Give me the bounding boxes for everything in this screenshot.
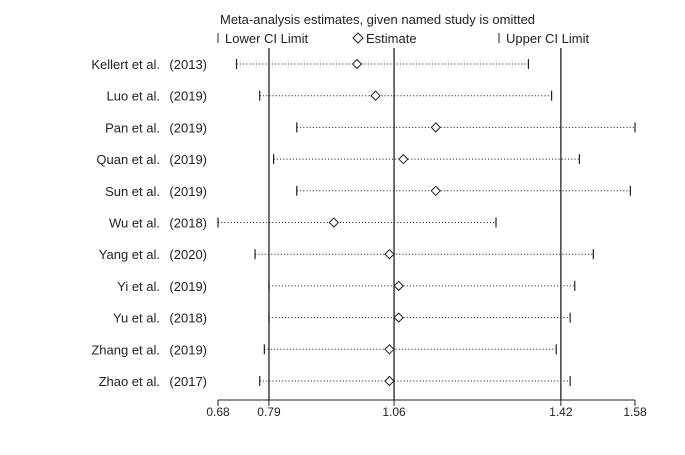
study-year: (2020): [169, 247, 207, 262]
study-name: Zhao et al.: [99, 374, 160, 389]
study-name: Yi et al.: [117, 279, 160, 294]
study-year: (2019): [169, 279, 207, 294]
study-year: (2019): [169, 120, 207, 135]
study-name: Quan et al.: [96, 152, 160, 167]
legend-lower-label: Lower CI Limit: [225, 31, 308, 46]
study-name: Yu et al.: [113, 311, 160, 326]
x-tick-label: 1.58: [623, 405, 647, 419]
plot-area: 0.68 0.79 1.06 1.42 1.58 Kellert et al. (2013)…: [91, 48, 647, 419]
estimate-marker: [430, 185, 441, 197]
x-tick-label: 0.68: [206, 405, 230, 419]
legend-estimate-label: Estimate: [366, 31, 417, 46]
study-year: (2018): [169, 311, 207, 326]
estimate-marker: [370, 90, 381, 101]
legend-upper-label: Upper CI Limit: [506, 31, 589, 46]
study-year: (2019): [169, 342, 207, 357]
estimate-marker: [398, 153, 409, 165]
study-year: (2019): [169, 152, 207, 167]
legend-estimate-marker: [352, 32, 364, 44]
study-name: Pan et al.: [105, 120, 160, 135]
legend: Lower CI Limit Estimate Upper CI Limit: [217, 31, 589, 46]
estimate-marker: [328, 217, 340, 228]
estimate-marker: [393, 312, 404, 323]
study-year: (2019): [169, 184, 207, 199]
study-name: Zhang et al.: [91, 342, 160, 357]
study-name: Sun et al.: [105, 184, 160, 199]
x-tick-label: 1.42: [549, 405, 573, 419]
chart-title: Meta-analysis estimates, given named stu…: [220, 12, 535, 27]
study-year: (2018): [169, 216, 207, 231]
study-name: Luo et al.: [107, 89, 161, 104]
study-year: (2019): [169, 89, 207, 104]
estimate-marker: [430, 122, 441, 133]
x-tick-label: 1.06: [382, 405, 406, 419]
x-tick-label: 0.79: [257, 405, 281, 419]
study-year: (2017): [169, 374, 207, 389]
estimate-marker: [351, 58, 363, 70]
estimate-marker: [384, 248, 395, 260]
estimate-marker: [384, 375, 395, 387]
study-year: (2013): [169, 57, 207, 72]
estimate-marker: [384, 344, 395, 355]
estimate-marker: [393, 280, 404, 292]
study-name: Wu et al.: [109, 216, 160, 231]
study-name: Yang et al.: [99, 247, 160, 262]
study-name: Kellert et al.: [91, 57, 160, 72]
